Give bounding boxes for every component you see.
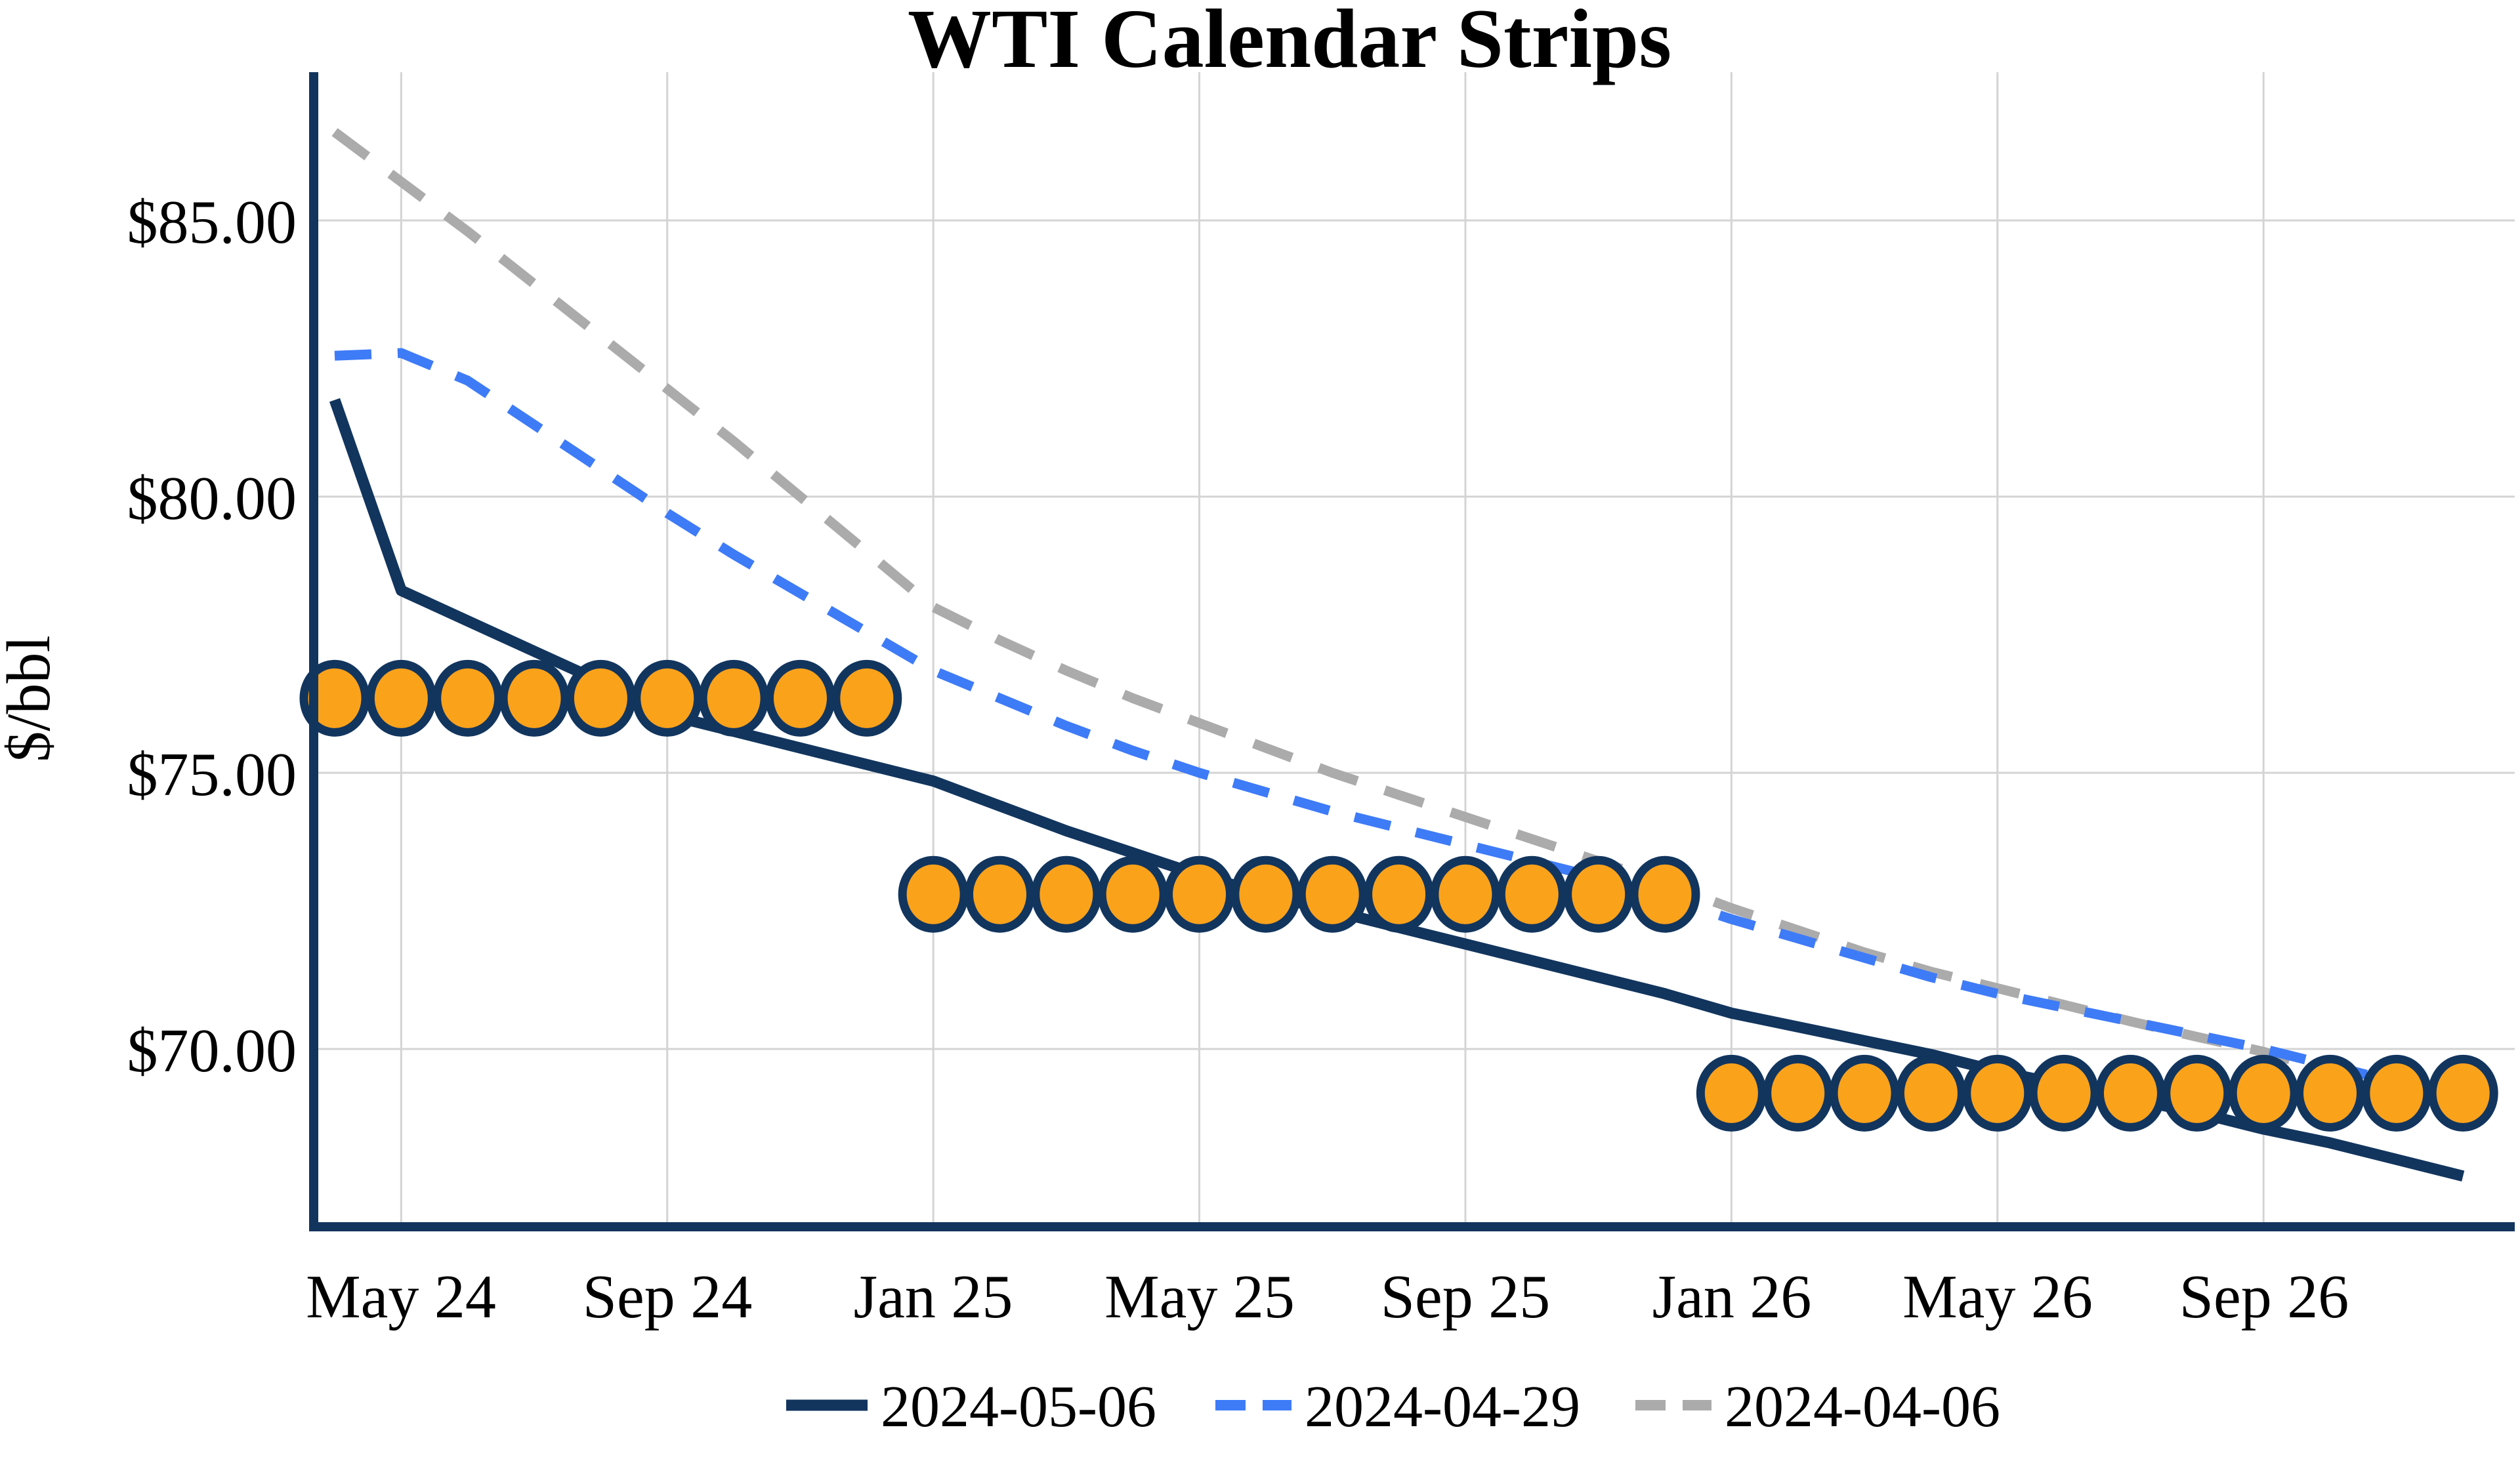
strip-dot — [831, 659, 902, 737]
legend-label: 2024-05-06 — [881, 1374, 1156, 1439]
strip-dot — [1629, 855, 1700, 933]
strip-dot — [1430, 855, 1501, 933]
strip-dot — [1829, 1054, 1900, 1132]
strip-dot — [1563, 855, 1634, 933]
strip-dot — [2162, 1054, 2233, 1132]
strip-dot — [1164, 855, 1235, 933]
strip-dot — [965, 855, 1035, 933]
legend-label: 2024-04-06 — [1725, 1374, 2000, 1439]
strip-dot — [898, 855, 969, 933]
strip-dot — [1031, 855, 1102, 933]
series-line-2024-04-29 — [334, 348, 2465, 1104]
strip-dot — [1097, 855, 1168, 933]
strip-dot — [565, 659, 636, 737]
strip-dot — [1230, 855, 1301, 933]
x-tick-may26: May 26 — [1902, 1263, 2093, 1331]
strip-dot — [765, 659, 835, 737]
strip-dot — [2095, 1054, 2166, 1132]
x-tick-jan25: Jan 25 — [854, 1263, 1013, 1331]
y-tick-75: $75.00 — [127, 741, 297, 809]
legend-item-2024-04-29: 2024-04-29 — [1215, 1374, 1580, 1439]
strip-dot — [1297, 855, 1368, 933]
chart-title: WTI Calendar Strips — [908, 0, 1671, 85]
x-tick-sep24: Sep 24 — [583, 1263, 753, 1331]
y-tick-85: $85.00 — [127, 188, 297, 257]
strip-dot — [1895, 1054, 1966, 1132]
strip-dot — [366, 659, 436, 737]
strip-dot — [632, 659, 703, 737]
strip-dot — [1364, 855, 1435, 933]
strip-dot — [698, 659, 769, 737]
strip-dot — [499, 659, 570, 737]
strip-dot — [1763, 1054, 1834, 1132]
legend-label: 2024-04-29 — [1305, 1374, 1580, 1439]
x-tick-jan26: Jan 26 — [1652, 1263, 1812, 1331]
strip-dot — [1696, 1054, 1767, 1132]
series-lines — [329, 128, 2465, 1182]
strip-dot — [1962, 1054, 2033, 1132]
strip-dot — [1496, 855, 1567, 933]
x-tick-sep25: Sep 25 — [1381, 1263, 1551, 1331]
legend: 2024-05-06 2024-04-29 2024-04-06 — [786, 1374, 2000, 1439]
strip-dot — [2295, 1054, 2365, 1132]
strip-dot — [2028, 1054, 2099, 1132]
strip-dots — [299, 659, 2498, 1132]
x-tick-may25: May 25 — [1104, 1263, 1295, 1331]
strip-dot — [2427, 1054, 2498, 1132]
strip-dot — [2228, 1054, 2299, 1132]
legend-item-2024-04-06: 2024-04-06 — [1635, 1374, 2000, 1439]
x-tick-may24: May 24 — [306, 1263, 496, 1331]
strip-dot — [2361, 1054, 2432, 1132]
y-tick-80: $80.00 — [127, 464, 297, 533]
x-tick-sep26: Sep 26 — [2179, 1263, 2349, 1331]
strip-dot — [299, 659, 370, 737]
y-axis-label: $/bbl — [0, 635, 63, 762]
gridlines — [318, 72, 2515, 1222]
legend-item-2024-05-06: 2024-05-06 — [786, 1374, 1156, 1439]
y-tick-70: $70.00 — [127, 1017, 297, 1085]
strip-dot — [432, 659, 503, 737]
series-line-2024-04-06 — [331, 128, 2465, 1112]
